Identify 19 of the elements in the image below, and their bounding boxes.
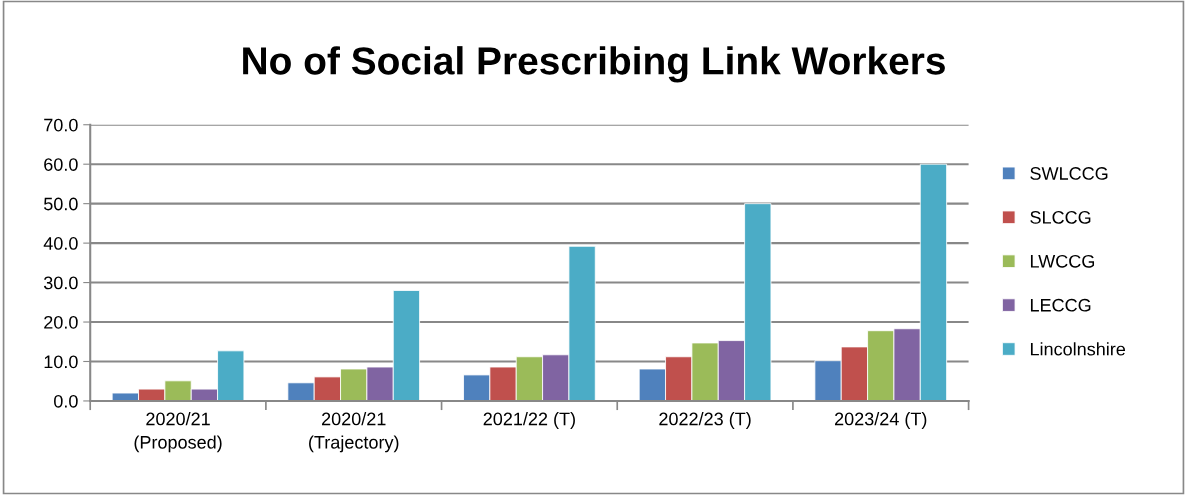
y-tick-label: 70.0 xyxy=(44,118,78,132)
legend-label: LECCG xyxy=(1030,298,1091,312)
legend-label: SWLCCG xyxy=(1030,167,1108,180)
chart-title: No of Social Prescribing Link Workers xyxy=(243,46,945,83)
y-tick-label: 10.0 xyxy=(44,355,78,369)
y-tick-label: 0.0 xyxy=(54,394,78,408)
legend-label: Lincolnshire xyxy=(1030,342,1126,356)
y-tick-label: 20.0 xyxy=(44,315,78,329)
y-tick-label: 50.0 xyxy=(43,197,78,211)
x-tick-label: 2020/21 (Trajectory) xyxy=(309,412,399,453)
x-tick-label: 2022/23 (T) xyxy=(659,412,751,429)
x-tick-label: 2021/22 (T) xyxy=(483,412,575,429)
legend-label: LWCCG xyxy=(1030,254,1095,268)
legend-label: SLCCG xyxy=(1030,210,1091,224)
x-tick-label: 2020/21 (Proposed) xyxy=(134,412,222,453)
y-tick-label: 40.0 xyxy=(43,237,78,250)
x-tick-label: 2023/24 (T) xyxy=(835,412,927,429)
y-tick-label: 60.0 xyxy=(44,158,78,171)
y-tick-label: 30.0 xyxy=(43,276,78,290)
